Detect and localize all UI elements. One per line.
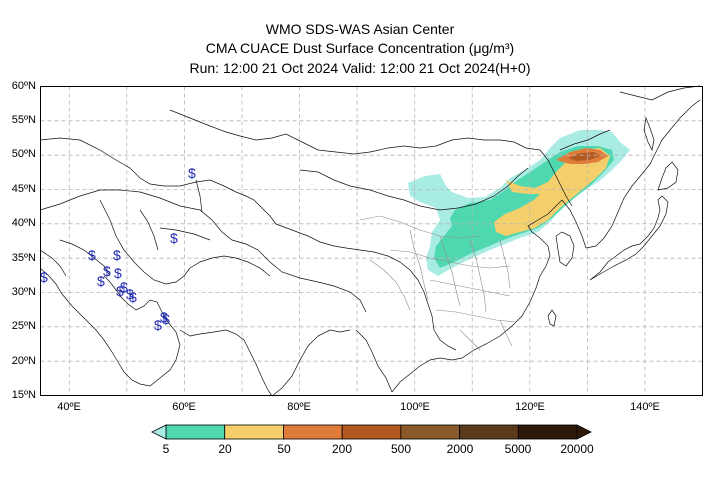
- map-frame: [40, 86, 703, 396]
- lat-label: 50ºN: [11, 148, 36, 160]
- lon-label: 140ºE: [630, 401, 660, 413]
- colorbar-right-arrow: [576, 424, 592, 440]
- graticule: [40, 86, 703, 396]
- dust-event-symbol: $: [114, 265, 122, 281]
- colorbar-label: 500: [390, 442, 412, 456]
- colorbar-bin: [517, 424, 578, 440]
- colorbar-bin: [224, 424, 284, 440]
- lat-label: 55ºN: [11, 114, 36, 126]
- dust-event-symbol: $: [103, 263, 111, 279]
- lat-label: 15ºN: [11, 389, 36, 401]
- dust-event-symbol: $: [97, 273, 105, 289]
- colorbar-label: 2000: [446, 442, 474, 456]
- colorbar-left-arrow: [151, 424, 167, 440]
- dust-concentration-field: [408, 130, 630, 276]
- dust-event-symbol: $: [40, 269, 48, 285]
- dust-event-symbol: $: [126, 286, 134, 302]
- lat-label: 25ºN: [11, 320, 36, 332]
- country-borders: [39, 85, 701, 397]
- colorbar-bin: [400, 424, 460, 440]
- lon-label: 100ºE: [400, 401, 430, 413]
- colorbar-label: 20000: [560, 442, 594, 456]
- colorbar-label: 50: [277, 442, 291, 456]
- dust-level-50: [494, 148, 610, 236]
- colorbar-bin: [283, 424, 343, 440]
- lat-label: 35ºN: [11, 252, 36, 264]
- lon-label: 40ºE: [57, 401, 81, 413]
- dust-event-symbol: $: [116, 283, 124, 299]
- colorbar-bin: [459, 424, 519, 440]
- lon-label: 60ºE: [172, 401, 196, 413]
- lat-label: 20ºN: [11, 355, 36, 367]
- dust-event-symbols: $$$ $$ $ $$ $$$$$ $$: [40, 165, 196, 333]
- dust-event-symbol: $: [162, 311, 170, 327]
- map-subtitle: CMA CUACE Dust Surface Concentration (μg…: [205, 40, 515, 56]
- dust-event-symbol: $: [170, 230, 178, 246]
- dust-event-symbol: $: [154, 317, 162, 333]
- colorbar-bin: [341, 424, 402, 440]
- lat-label: 45ºN: [11, 183, 36, 195]
- dust-event-symbol: $: [129, 289, 137, 305]
- dust-event-symbol: $: [88, 247, 96, 263]
- dust-event-symbol: $: [188, 165, 196, 181]
- dust-level-500: [568, 152, 600, 161]
- dust-event-symbol: $: [120, 279, 128, 295]
- run-valid-time: Run: 12:00 21 Oct 2024 Valid: 12:00 21 O…: [189, 60, 531, 76]
- colorbar-label: 20: [218, 442, 232, 456]
- province-borders: [359, 215, 517, 351]
- colorbar-label: 200: [331, 442, 353, 456]
- lat-label: 60ºN: [11, 80, 36, 92]
- colorbar-label: 5000: [504, 442, 532, 456]
- colorbar-bin: [165, 424, 226, 440]
- lat-label: 40ºN: [11, 217, 36, 229]
- dust-event-symbol: $: [160, 309, 168, 325]
- lon-label: 80ºE: [287, 401, 311, 413]
- colorbar-label: 5: [162, 442, 170, 456]
- map-title: WMO SDS-WAS Asian Center: [265, 21, 455, 37]
- lat-label: 30ºN: [11, 286, 36, 298]
- lon-label: 120ºE: [515, 401, 545, 413]
- dust-event-symbol: $: [113, 247, 121, 263]
